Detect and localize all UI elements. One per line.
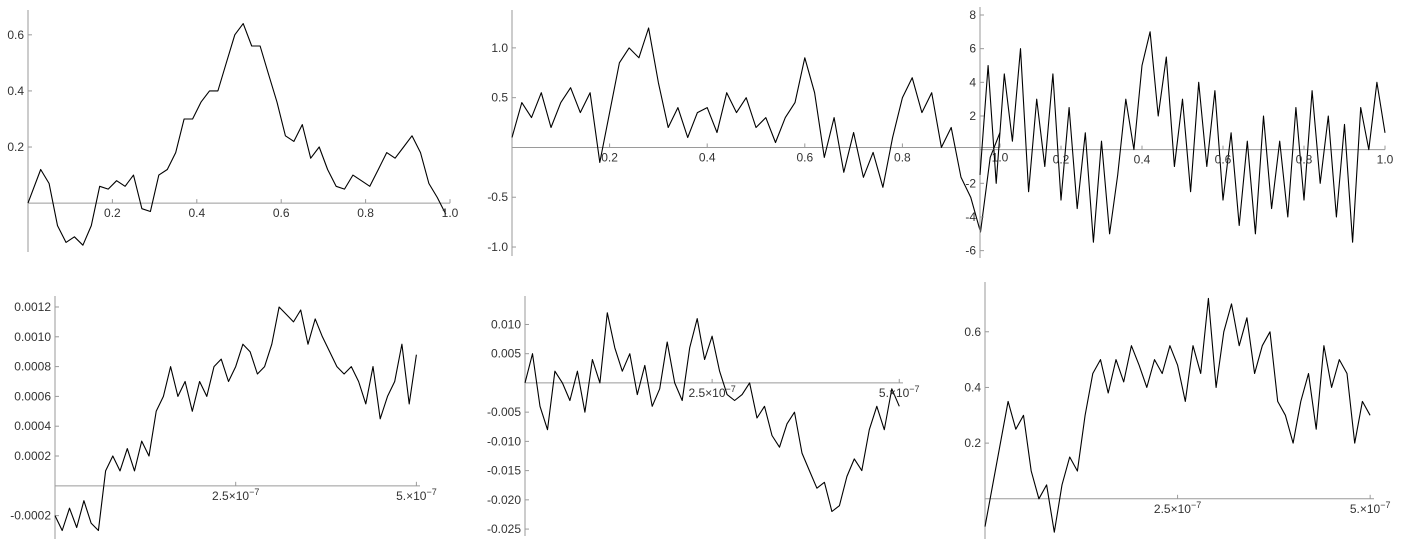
plot-4-y-tick-label: -0.0002 xyxy=(10,509,51,523)
plot-3-x-tick-label: 0.8 xyxy=(1296,153,1313,167)
plot-5-svg: -0.025 -0.020 -0.015 -0.010 -0.005 0.005 0.010… xyxy=(487,296,920,536)
plot-1-series-line xyxy=(27,23,447,246)
plot-1-x-tick-label: 1.0 xyxy=(442,206,459,220)
plot-6-series-line xyxy=(984,297,1371,533)
plot-2-y-tick-label: 0.5 xyxy=(491,91,508,105)
plot-1-x-tick-label: 0.2 xyxy=(104,206,121,220)
plot-4-y-tick-label: 0.0008 xyxy=(14,360,51,374)
plot-3-y-tick-label: -2 xyxy=(965,176,976,190)
plot-4-svg: -0.0002 0.0002 0.0004 0.0006 0.0008 0.0010 0.0… xyxy=(10,296,437,539)
plot-1-y-tick-label: 0.4 xyxy=(7,84,24,98)
plot-1-y-tick-label: 0.6 xyxy=(7,28,24,42)
plot-2-series-line xyxy=(511,27,1001,233)
plot-panel-1: 0.2 0.4 0.6 0.2 0.4 0.6 0.8 1.0 xyxy=(0,0,460,265)
plot-6-x-tick-label: 5.×10−7 xyxy=(1350,500,1391,516)
plot-5-x-tick-label: 2.5×10−7 xyxy=(688,384,735,400)
plot-5-series-line xyxy=(524,312,900,513)
plot-1-x-tick-label: 0.4 xyxy=(188,206,205,220)
plot-4-y-tick-label: 0.0002 xyxy=(14,449,51,463)
plot-5-y-tick-label: 0.005 xyxy=(491,347,521,361)
plot-5-y-tick-label: -0.010 xyxy=(487,434,521,448)
plot-1-svg: 0.2 0.4 0.6 0.2 0.4 0.6 0.8 1.0 xyxy=(7,10,459,252)
plot-2-x-tick-label: 0.6 xyxy=(796,150,813,164)
plot-3-y-tick-label: 2 xyxy=(969,109,976,123)
plot-4-y-tick-label: 0.0004 xyxy=(14,419,51,433)
plot-2-x-tick-label: 0.4 xyxy=(699,150,716,164)
plot-2-x-tick-label: 1.0 xyxy=(992,150,1009,164)
plot-3-x-tick-label: 0.6 xyxy=(1215,153,1232,167)
plot-2-y-tick-label: 1.0 xyxy=(491,41,508,55)
plot-5-y-tick-label: -0.025 xyxy=(487,522,521,536)
plot-6-x-tick-label: 2.5×10−7 xyxy=(1154,500,1201,516)
plot-4-y-tick-label: 0.0006 xyxy=(14,389,51,403)
plot-1-x-tick-label: 0.8 xyxy=(357,206,374,220)
plot-4-y-tick-label: 0.0012 xyxy=(14,300,51,314)
plot-2-svg: -1.0 -0.5 0.5 1.0 0.2 0.4 0.6 0.8 1.0 xyxy=(487,10,1009,256)
plot-2-y-tick-label: -0.5 xyxy=(487,190,508,204)
plot-3-y-tick-label: -6 xyxy=(965,244,976,258)
plot-3-y-tick-label: 6 xyxy=(969,42,976,56)
plot-1-x-tick-label: 0.6 xyxy=(273,206,290,220)
plot-panel-4: -0.0002 0.0002 0.0004 0.0006 0.0008 0.0010 0.0… xyxy=(0,0,460,539)
plot-6-y-tick-label: 0.2 xyxy=(964,436,981,450)
plot-panel-5: -0.025 -0.020 -0.015 -0.010 -0.005 0.005 0.010… xyxy=(487,296,920,536)
plot-5-y-tick-label: 0.010 xyxy=(491,317,521,331)
plot-3-x-tick-label: 1.0 xyxy=(1377,153,1394,167)
plot-5-y-tick-label: -0.005 xyxy=(487,405,521,419)
plot-3-x-tick-label: 0.2 xyxy=(1053,153,1070,167)
plot-6-y-tick-label: 0.6 xyxy=(964,325,981,339)
plot-6-y-tick-label: 0.4 xyxy=(964,380,981,394)
plot-4-y-tick-label: 0.0010 xyxy=(14,330,51,344)
plot-3-series-line xyxy=(979,31,1386,243)
plot-5-y-tick-label: -0.020 xyxy=(487,493,521,507)
plot-4-series-line xyxy=(54,306,417,532)
plot-2-x-tick-label: 0.2 xyxy=(601,150,618,164)
plot-panel-3: -6 -4 -2 2 4 6 8 0.2 0.4 0.6 0.8 1.0 xyxy=(0,0,1414,265)
plot-3-x-tick-label: 0.4 xyxy=(1134,153,1151,167)
plot-3-y-tick-label: 4 xyxy=(969,75,976,89)
plot-2-x-tick-label: 0.8 xyxy=(894,150,911,164)
plot-1-y-tick-label: 0.2 xyxy=(7,140,24,154)
plot-4-x-tick-label: 2.5×10−7 xyxy=(212,487,259,503)
plot-3-y-tick-label: 8 xyxy=(969,8,976,22)
plot-3-y-tick-label: -4 xyxy=(965,210,976,224)
plot-panel-2: -1.0 -0.5 0.5 1.0 0.2 0.4 0.6 0.8 1.0 xyxy=(0,0,1009,265)
plot-2-y-tick-label: -1.0 xyxy=(487,240,508,254)
plot-3-svg: -6 -4 -2 2 4 6 8 0.2 0.4 0.6 0.8 1.0 xyxy=(965,7,1394,258)
plot-5-y-tick-label: -0.015 xyxy=(487,464,521,478)
